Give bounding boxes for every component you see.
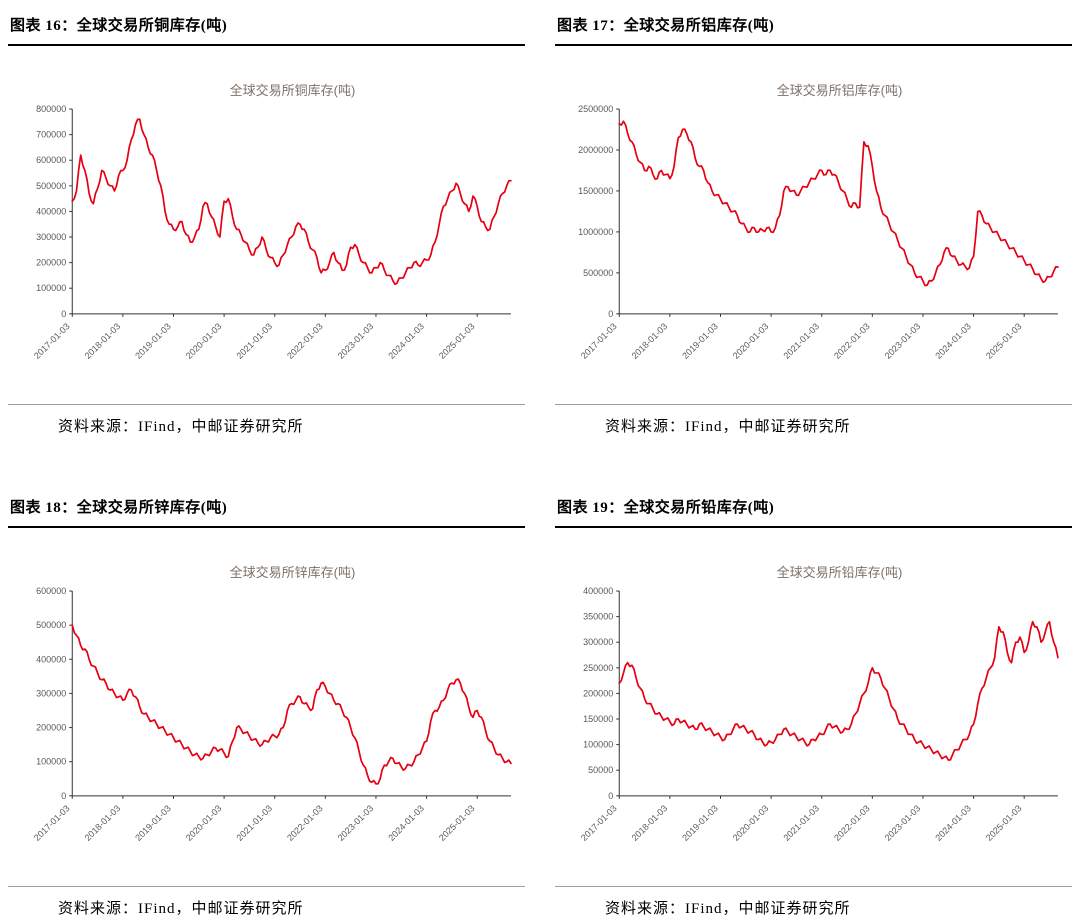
svg-text:0: 0 (61, 309, 66, 319)
svg-text:150000: 150000 (583, 714, 613, 724)
svg-text:2020-01-03: 2020-01-03 (731, 321, 771, 361)
copper-chart-area: 全球交易所铜库存(吨) 0 100000 200000 300000 400000 500… (8, 80, 525, 394)
svg-text:700000: 700000 (36, 130, 66, 140)
svg-text:2023-01-03: 2023-01-03 (336, 803, 376, 843)
svg-text:600000: 600000 (36, 586, 66, 596)
svg-text:2019-01-03: 2019-01-03 (680, 321, 720, 361)
panel-lead-inventory: 图表 19：全球交易所铅库存(吨) 全球交易所铅库存(吨) 0 50000 1000… (555, 494, 1072, 922)
svg-text:2022-01-03: 2022-01-03 (285, 803, 325, 843)
svg-text:2021-01-03: 2021-01-03 (781, 321, 821, 361)
svg-text:100000: 100000 (36, 283, 66, 293)
svg-text:2019-01-03: 2019-01-03 (680, 803, 720, 843)
svg-text:0: 0 (608, 309, 613, 319)
svg-text:2019-01-03: 2019-01-03 (133, 321, 173, 361)
svg-text:2025-01-03: 2025-01-03 (437, 803, 477, 843)
svg-text:2021-01-03: 2021-01-03 (781, 803, 821, 843)
svg-text:2018-01-03: 2018-01-03 (630, 803, 670, 843)
svg-text:2000000: 2000000 (578, 145, 613, 155)
svg-text:0: 0 (61, 791, 66, 801)
svg-text:2023-01-03: 2023-01-03 (883, 321, 923, 361)
svg-text:2022-01-03: 2022-01-03 (832, 321, 872, 361)
svg-text:2023-01-03: 2023-01-03 (883, 803, 923, 843)
figure-caption-16: 图表 16：全球交易所铜库存(吨) (8, 12, 525, 46)
source-note-zinc: 资料来源：IFind，中邮证券研究所 (8, 886, 525, 922)
svg-text:2021-01-03: 2021-01-03 (234, 321, 274, 361)
zinc-inventory-line-chart: 0 100000 200000 300000 400000 500000 600000 201… (32, 586, 512, 843)
svg-text:100000: 100000 (36, 757, 66, 767)
svg-text:2017-01-03: 2017-01-03 (32, 321, 72, 361)
svg-text:400000: 400000 (36, 206, 66, 216)
svg-text:300000: 300000 (36, 689, 66, 699)
source-note-aluminum: 资料来源：IFind，中邮证券研究所 (555, 404, 1072, 440)
svg-text:2022-01-03: 2022-01-03 (832, 803, 872, 843)
svg-text:50000: 50000 (588, 765, 613, 775)
svg-text:400000: 400000 (583, 586, 613, 596)
figure-caption-18: 图表 18：全球交易所锌库存(吨) (8, 494, 525, 529)
lead-chart-area: 全球交易所铅库存(吨) 0 50000 100000 150000 200000 2500… (555, 562, 1072, 876)
panel-copper-inventory: 图表 16：全球交易所铜库存(吨) 全球交易所铜库存(吨) 0 100000 200… (8, 12, 525, 440)
svg-text:2020-01-03: 2020-01-03 (184, 803, 224, 843)
svg-text:2022-01-03: 2022-01-03 (285, 321, 325, 361)
figure-caption-19: 图表 19：全球交易所铅库存(吨) (555, 494, 1072, 529)
copper-inventory-line-chart: 0 100000 200000 300000 400000 500000 600000 700… (32, 104, 512, 361)
svg-text:0: 0 (608, 791, 613, 801)
svg-text:100000: 100000 (583, 740, 613, 750)
svg-text:500000: 500000 (36, 620, 66, 630)
zinc-chart-title: 全球交易所锌库存(吨) (229, 565, 356, 581)
svg-text:2023-01-03: 2023-01-03 (336, 321, 376, 361)
svg-text:250000: 250000 (583, 663, 613, 673)
svg-text:2500000: 2500000 (578, 104, 613, 114)
svg-text:200000: 200000 (36, 258, 66, 268)
svg-text:500000: 500000 (36, 181, 66, 191)
figure-caption-17: 图表 17：全球交易所铝库存(吨) (555, 12, 1072, 46)
svg-text:2024-01-03: 2024-01-03 (386, 321, 426, 361)
svg-text:400000: 400000 (36, 654, 66, 664)
svg-text:2024-01-03: 2024-01-03 (933, 803, 973, 843)
lead-chart-title: 全球交易所铅库存(吨) (776, 565, 903, 581)
svg-text:2017-01-03: 2017-01-03 (579, 321, 619, 361)
svg-text:300000: 300000 (583, 637, 613, 647)
source-note-lead: 资料来源：IFind，中邮证券研究所 (555, 886, 1072, 922)
svg-text:2024-01-03: 2024-01-03 (386, 803, 426, 843)
svg-text:2018-01-03: 2018-01-03 (83, 321, 123, 361)
svg-text:2025-01-03: 2025-01-03 (984, 803, 1024, 843)
svg-text:2020-01-03: 2020-01-03 (731, 803, 771, 843)
source-note-copper: 资料来源：IFind，中邮证券研究所 (8, 404, 525, 440)
svg-text:800000: 800000 (36, 104, 66, 114)
zinc-chart-area: 全球交易所锌库存(吨) 0 100000 200000 300000 400000 500… (8, 562, 525, 876)
svg-text:2017-01-03: 2017-01-03 (579, 803, 619, 843)
svg-text:1000000: 1000000 (578, 227, 613, 237)
svg-text:2021-01-03: 2021-01-03 (234, 803, 274, 843)
svg-text:2019-01-03: 2019-01-03 (133, 803, 173, 843)
svg-text:350000: 350000 (583, 612, 613, 622)
svg-text:2025-01-03: 2025-01-03 (437, 321, 477, 361)
svg-text:200000: 200000 (36, 723, 66, 733)
copper-chart-title: 全球交易所铜库存(吨) (229, 83, 356, 98)
aluminum-chart-area: 全球交易所铝库存(吨) 0 500000 1000000 1500000 2000000… (555, 80, 1072, 394)
svg-text:1500000: 1500000 (578, 186, 613, 196)
svg-text:600000: 600000 (36, 155, 66, 165)
aluminum-chart-title: 全球交易所铝库存(吨) (776, 83, 903, 98)
svg-text:2017-01-03: 2017-01-03 (32, 803, 72, 843)
panel-zinc-inventory: 图表 18：全球交易所锌库存(吨) 全球交易所锌库存(吨) 0 100000 200… (8, 494, 525, 922)
svg-text:200000: 200000 (583, 689, 613, 699)
svg-text:2024-01-03: 2024-01-03 (933, 321, 973, 361)
svg-text:2018-01-03: 2018-01-03 (630, 321, 670, 361)
lead-inventory-line-chart: 0 50000 100000 150000 200000 250000 300000 3500… (579, 586, 1059, 843)
panel-aluminum-inventory: 图表 17：全球交易所铝库存(吨) 全球交易所铝库存(吨) 0 500000 100… (555, 12, 1072, 440)
svg-text:300000: 300000 (36, 232, 66, 242)
svg-text:2020-01-03: 2020-01-03 (184, 321, 224, 361)
svg-text:500000: 500000 (583, 268, 613, 278)
svg-text:2025-01-03: 2025-01-03 (984, 321, 1024, 361)
report-figure-grid: 图表 16：全球交易所铜库存(吨) 全球交易所铜库存(吨) 0 100000 200… (8, 12, 1072, 922)
aluminum-inventory-line-chart: 0 500000 1000000 1500000 2000000 2500000 2017-… (578, 104, 1059, 361)
svg-text:2018-01-03: 2018-01-03 (83, 803, 123, 843)
